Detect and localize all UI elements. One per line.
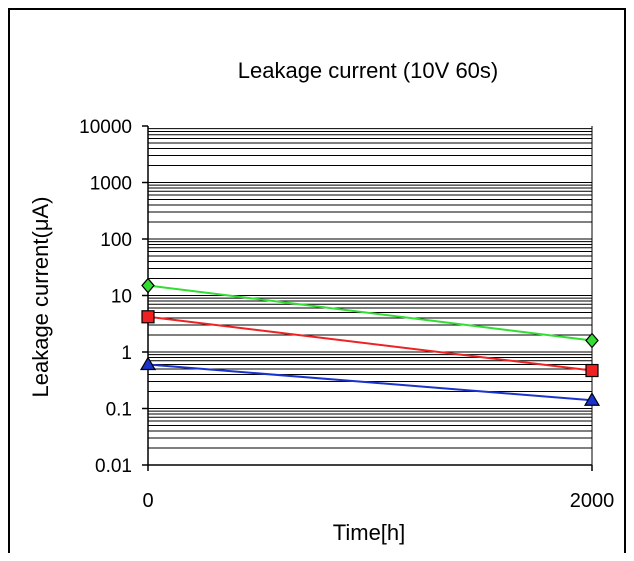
chart-title: Leakage current (10V 60s) <box>238 58 499 83</box>
x-tick-labels: 0 2000 <box>142 465 614 512</box>
data-point-square <box>141 310 155 324</box>
y-tick-label: 0.01 <box>95 456 132 477</box>
y-tick-label: 1 <box>121 343 132 364</box>
y-tick-label: 1000 <box>90 174 132 195</box>
y-tick-label: 100 <box>100 230 132 251</box>
y-tick-label: 0.1 <box>106 400 132 421</box>
series-line <box>147 315 593 372</box>
series-1 <box>141 277 599 349</box>
y-tick-labels: 10000 1000 100 10 1 0.1 0.01 <box>79 117 148 477</box>
x-tick-label: 2000 <box>570 490 615 512</box>
grid-lines <box>148 128 592 466</box>
y-tick-label: 10000 <box>79 117 132 138</box>
data-point-diamond <box>585 332 599 349</box>
x-tick-label: 0 <box>142 490 153 512</box>
series-group <box>139 277 601 406</box>
y-tick-label: 10 <box>111 287 132 308</box>
chart-frame <box>8 8 626 553</box>
data-point-diamond <box>141 277 155 294</box>
data-point-triangle <box>583 392 601 406</box>
series-2 <box>141 310 599 378</box>
data-point-square <box>585 363 599 378</box>
series-3 <box>139 356 601 406</box>
data-point-triangle <box>139 356 157 371</box>
y-axis-label: Leakage current(μA) <box>28 197 53 398</box>
series-line <box>147 363 593 402</box>
x-axis-label: Time[h] <box>333 520 406 545</box>
series-line <box>147 284 593 342</box>
